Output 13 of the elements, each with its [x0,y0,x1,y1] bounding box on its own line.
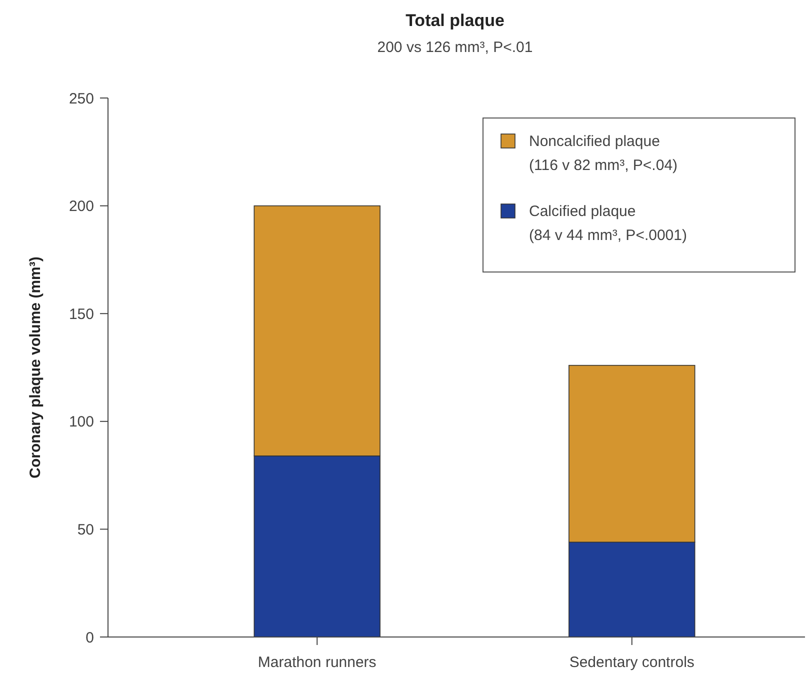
chart-title: Total plaque [406,11,504,30]
legend-label: Noncalcified plaque (116 v 82 mm³, P<.04) [529,133,678,174]
x-tick-label: Marathon runners [258,654,376,671]
y-tick-label: 150 [68,306,94,323]
y-axis-title: Coronary plaque volume (mm³) [27,256,44,478]
y-tick-label: 50 [77,521,94,538]
x-tick-label: Sedentary controls [569,654,694,671]
y-tick-label: 0 [86,629,94,646]
y-tick-label: 100 [68,414,94,431]
y-tick-label: 250 [68,90,94,108]
legend-label: Calcified plaque (84 v 44 mm³, P<.0001) [529,203,687,244]
chart-subtitle: 200 vs 126 mm³, P<.01 [377,39,533,56]
y-tick-label: 200 [68,198,94,216]
